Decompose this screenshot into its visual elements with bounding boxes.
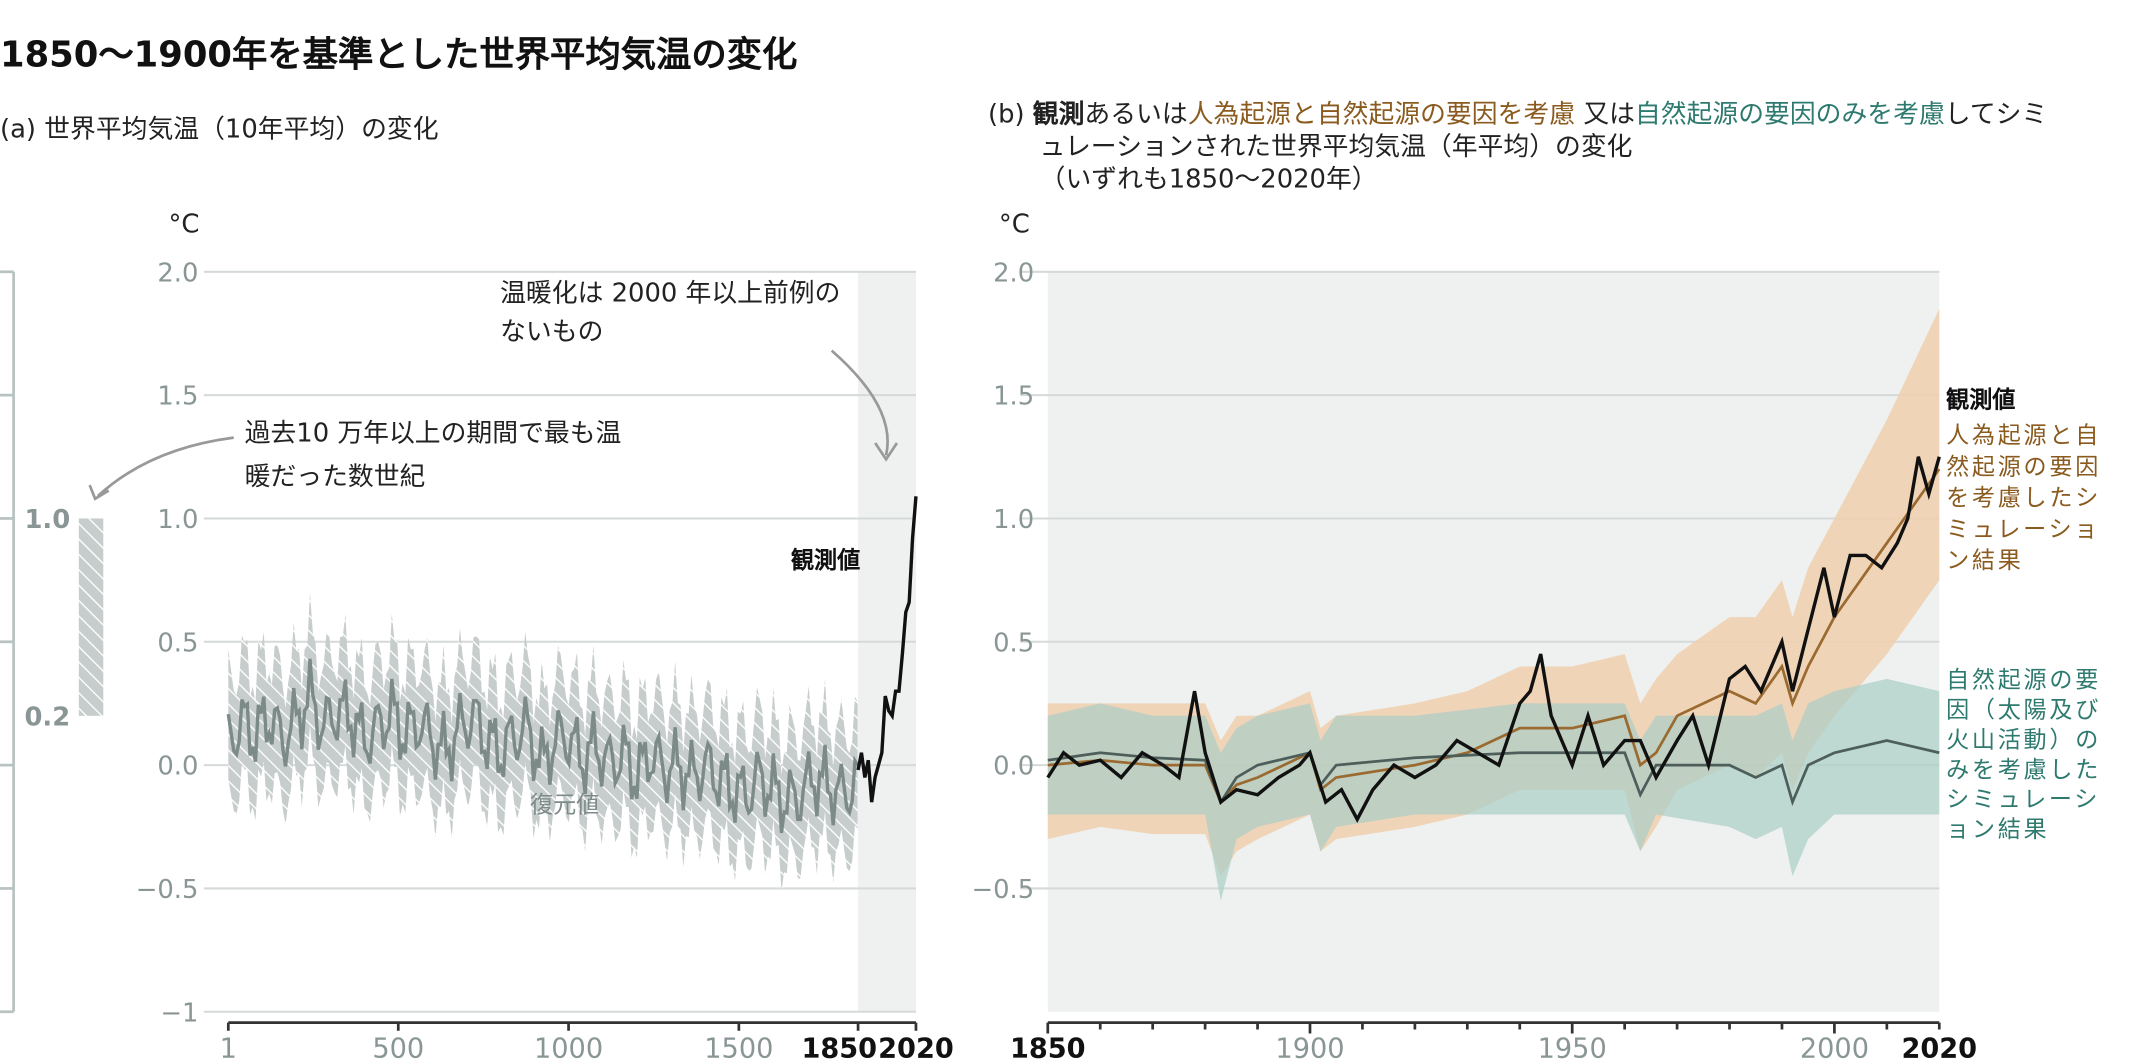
- y-tick-label: 1.0: [993, 505, 1034, 535]
- y-tick-label: 0.0: [157, 752, 198, 782]
- paleo-range-bar: [78, 518, 104, 716]
- st-natural: 自然起源の要因のみを考慮: [1634, 99, 1945, 130]
- x-tick-label: 1500: [704, 1033, 773, 1062]
- y-tick-label: 2.0: [157, 258, 198, 288]
- paleo-high-label: 1.0: [24, 505, 70, 535]
- observed-line: [1046, 456, 1941, 823]
- x-tick-label: 1000: [534, 1033, 603, 1062]
- y-tick-label: 0.5: [993, 628, 1034, 658]
- unprecedented-arrow: [830, 349, 889, 456]
- panel-b: 2.0 1.5 1.0 0.5 0.0 −0.5 1850 1900 1950 2000 2020: [972, 258, 1978, 1062]
- st-observed: 観測: [1032, 99, 1085, 130]
- st-human: 人為起源と自然起源の要因を考慮: [1187, 99, 1576, 130]
- y-tick-label: −0.5: [136, 875, 199, 905]
- panel-b-subtitle: (b) 観測あるいは人為起源と自然起源の要因を考慮 又は自然起源の要因のみを考慮…: [988, 98, 2062, 196]
- x-tick-label: 1: [220, 1033, 237, 1062]
- y-tick-label: −1: [160, 998, 198, 1028]
- annotation-paleo: 過去10 万年以上の期間で最も温暖だった数世紀: [244, 418, 622, 492]
- st-prefix: (b): [987, 99, 1033, 130]
- label-observed-a: 観測値: [790, 547, 861, 575]
- panel-a: 2.01.51.00.50.0−0.5−11.00.21 500 1000 1500 1…: [0, 258, 954, 1063]
- label-human-natural: 人為起源と自然起源の要因を考慮したシミュレーション結果: [1946, 422, 2102, 575]
- st-t2: 又は: [1575, 99, 1635, 130]
- panel-a-subtitle: (a) 世界平均気温（10年平均）の変化: [0, 114, 439, 145]
- panel-a-unit: °C: [168, 209, 200, 240]
- st-t4: （いずれも1850〜2020年）: [1039, 164, 1378, 195]
- x-tick-label: 2020: [878, 1033, 954, 1062]
- x-tick-label: 1850: [1010, 1033, 1086, 1062]
- x-tick-label: 1900: [1275, 1033, 1344, 1062]
- x-tick-label: 500: [372, 1033, 424, 1062]
- reconstructed-line: [226, 658, 860, 834]
- st-t3: してシミュレーションされた世界平均気温（年平均）の変化: [1039, 99, 2048, 162]
- figure-title: 1850〜1900年を基準とした世界平均気温の変化: [0, 35, 798, 77]
- label-natural: 自然起源の要因（太陽及び火山活動）のみを考慮したシミュレーション結果: [1946, 667, 2102, 844]
- y-tick-label: 1.5: [993, 382, 1034, 412]
- paleo-low-label: 0.2: [24, 702, 70, 732]
- observed-line: [856, 496, 918, 803]
- x-tick-label: 2000: [1800, 1033, 1869, 1062]
- paleo-arrow: [96, 436, 234, 498]
- x-tick-label: 1950: [1538, 1033, 1607, 1062]
- x-tick-label: 2020: [1901, 1033, 1977, 1062]
- label-reconstructed: 復元値: [530, 792, 600, 820]
- y-tick-label: 2.0: [993, 258, 1034, 288]
- paleo-arrowhead: [88, 484, 110, 501]
- unprecedented-arrowhead: [874, 442, 899, 462]
- y-tick-label: 1.0: [157, 505, 198, 535]
- x-tick-label: 1850: [801, 1033, 877, 1062]
- y-tick-label: 0.5: [157, 628, 198, 658]
- annotation-unprecedented: 温暖化は 2000 年以上前例のないもの: [500, 278, 841, 347]
- y-tick-label: 1.5: [157, 382, 198, 412]
- y-tick-label: 0.0: [993, 752, 1034, 782]
- st-t1: あるいは: [1084, 99, 1188, 130]
- y-tick-label: −0.5: [972, 875, 1035, 905]
- label-observed-b: 観測値: [1946, 387, 2016, 415]
- panel-b-unit: °C: [998, 209, 1030, 240]
